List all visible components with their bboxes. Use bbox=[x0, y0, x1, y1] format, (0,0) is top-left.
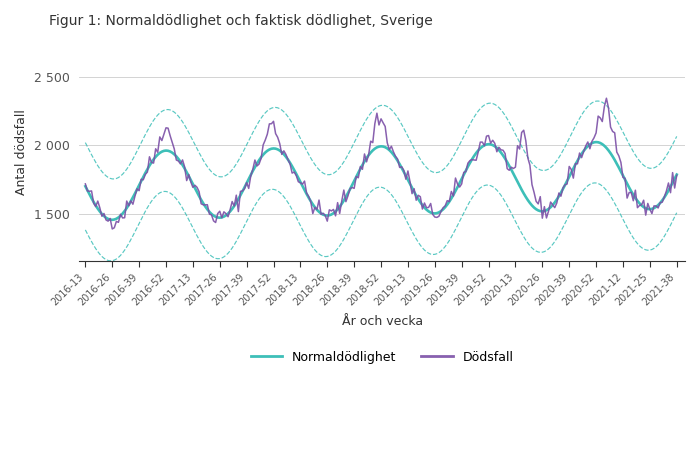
Dödsfall bbox=[81, 181, 90, 187]
Normaldödlighet bbox=[81, 183, 90, 189]
Dödsfall bbox=[526, 162, 534, 168]
Dödsfall bbox=[110, 225, 118, 231]
Normaldödlighet bbox=[592, 139, 601, 145]
Normaldödlighet bbox=[526, 200, 534, 206]
X-axis label: År och vecka: År och vecka bbox=[342, 314, 423, 328]
Legend: Normaldödlighet, Dödsfall: Normaldödlighet, Dödsfall bbox=[246, 346, 519, 369]
Normaldödlighet bbox=[108, 217, 116, 223]
Normaldödlighet bbox=[261, 150, 270, 155]
Normaldödlighet bbox=[416, 199, 424, 205]
Dödsfall bbox=[602, 95, 610, 101]
Dödsfall bbox=[673, 173, 681, 178]
Text: Figur 1: Normaldödlighet och faktisk dödlighet, Sverige: Figur 1: Normaldödlighet och faktisk död… bbox=[49, 14, 433, 28]
Line: Dödsfall: Dödsfall bbox=[85, 98, 677, 229]
Normaldödlighet bbox=[673, 172, 681, 177]
Dödsfall bbox=[261, 137, 270, 143]
Dödsfall bbox=[365, 152, 373, 157]
Dödsfall bbox=[108, 226, 116, 232]
Y-axis label: Antal dödsfall: Antal dödsfall bbox=[15, 109, 28, 195]
Dödsfall bbox=[209, 218, 218, 224]
Dödsfall bbox=[416, 194, 424, 199]
Line: Normaldödlighet: Normaldödlighet bbox=[85, 142, 677, 220]
Normaldödlighet bbox=[209, 213, 218, 219]
Normaldödlighet bbox=[365, 152, 373, 158]
Normaldödlighet bbox=[110, 217, 118, 222]
